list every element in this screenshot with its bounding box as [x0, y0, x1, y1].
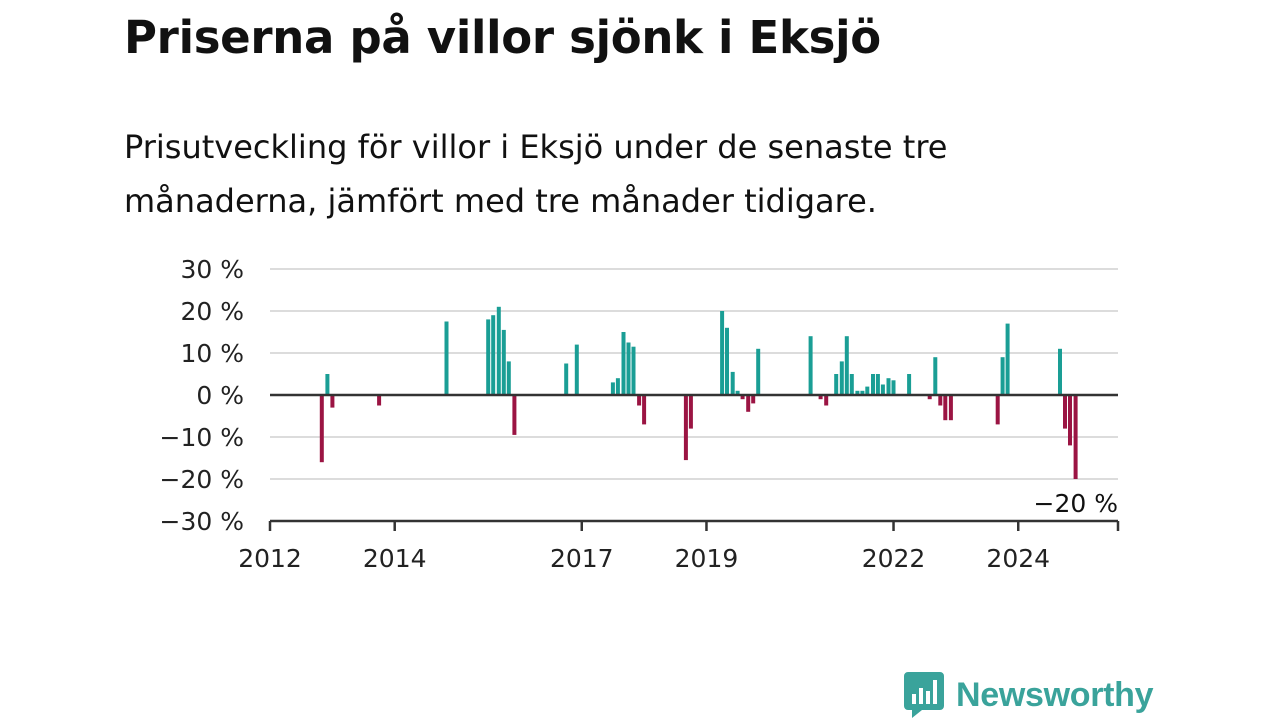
bar	[615, 378, 620, 395]
y-tick-label: 30 %	[180, 255, 244, 284]
x-tick-label: 2017	[550, 544, 614, 573]
bar	[1068, 395, 1072, 446]
y-tick-label: 10 %	[180, 339, 244, 368]
bar	[834, 374, 839, 395]
x-axis	[268, 393, 1120, 531]
bar	[491, 315, 496, 395]
bar	[574, 344, 579, 395]
bar	[808, 336, 813, 395]
bar	[683, 395, 688, 461]
bar	[564, 363, 569, 395]
newsworthy-logo: Newsworthy	[904, 672, 1154, 718]
bar	[740, 395, 745, 400]
bar	[943, 395, 948, 421]
bars	[319, 306, 1078, 479]
bar	[512, 395, 517, 435]
bar	[637, 395, 642, 406]
x-tick-label: 2019	[675, 544, 739, 573]
bar	[725, 327, 729, 395]
bar	[938, 395, 943, 406]
bar	[860, 390, 865, 395]
bar	[621, 332, 626, 395]
x-tick-label: 2024	[986, 544, 1050, 573]
bar	[818, 395, 823, 400]
bar	[377, 395, 382, 406]
bar	[496, 306, 501, 395]
bar	[995, 395, 1000, 425]
bar	[720, 311, 725, 395]
bar	[730, 371, 735, 395]
bar	[855, 390, 860, 395]
chart-title: Priserna på villor sjönk i Eksjö	[124, 11, 881, 64]
bar	[865, 386, 870, 395]
bar	[1063, 395, 1067, 429]
bar	[506, 361, 511, 395]
bar	[1058, 348, 1062, 395]
grid-lines	[270, 268, 1118, 480]
bar	[330, 395, 335, 408]
bar	[891, 380, 896, 395]
chart-subtitle: Prisutveckling för villor i Eksjö under …	[124, 128, 948, 220]
y-tick-label: −20 %	[160, 465, 244, 494]
bar	[444, 321, 449, 395]
bar	[501, 329, 506, 395]
bar	[688, 395, 693, 429]
y-axis-labels: 30 % 20 % 10 % 0 % −10 % −20 % −30 %	[160, 255, 244, 536]
y-tick-label: 0 %	[196, 381, 244, 410]
bar	[933, 357, 938, 395]
newsworthy-logo-text: Newsworthy	[956, 675, 1154, 714]
y-tick-label: −10 %	[160, 423, 244, 452]
bar	[756, 348, 761, 395]
last-value-annotation: −20 %	[1034, 489, 1118, 518]
bar	[907, 374, 912, 395]
bar	[948, 395, 953, 421]
x-tick-label: 2022	[862, 544, 926, 573]
bar	[824, 395, 829, 406]
bar	[751, 395, 756, 404]
x-axis-labels: 2012 2014 2017 2019 2022 2024	[238, 544, 1050, 573]
x-tick-label: 2014	[363, 544, 427, 573]
bar	[875, 374, 880, 395]
bar	[626, 342, 631, 395]
bar	[319, 395, 324, 463]
bar	[735, 390, 740, 395]
bar	[1000, 357, 1005, 395]
bar	[1005, 323, 1010, 395]
bar	[746, 395, 751, 412]
bar	[642, 395, 647, 425]
y-tick-label: 20 %	[180, 297, 244, 326]
bar	[839, 361, 844, 395]
bar	[325, 374, 330, 395]
x-tick-label: 2012	[238, 544, 302, 573]
bar	[486, 319, 491, 395]
bar	[849, 374, 854, 395]
bar	[880, 384, 885, 395]
bar	[927, 395, 932, 400]
bar	[871, 374, 875, 395]
newsworthy-logo-icon	[904, 672, 944, 718]
y-tick-label: −30 %	[160, 507, 244, 536]
bar	[610, 382, 615, 395]
bar	[631, 346, 636, 395]
bar	[886, 378, 891, 395]
bar	[1073, 395, 1078, 479]
bar	[844, 336, 849, 395]
